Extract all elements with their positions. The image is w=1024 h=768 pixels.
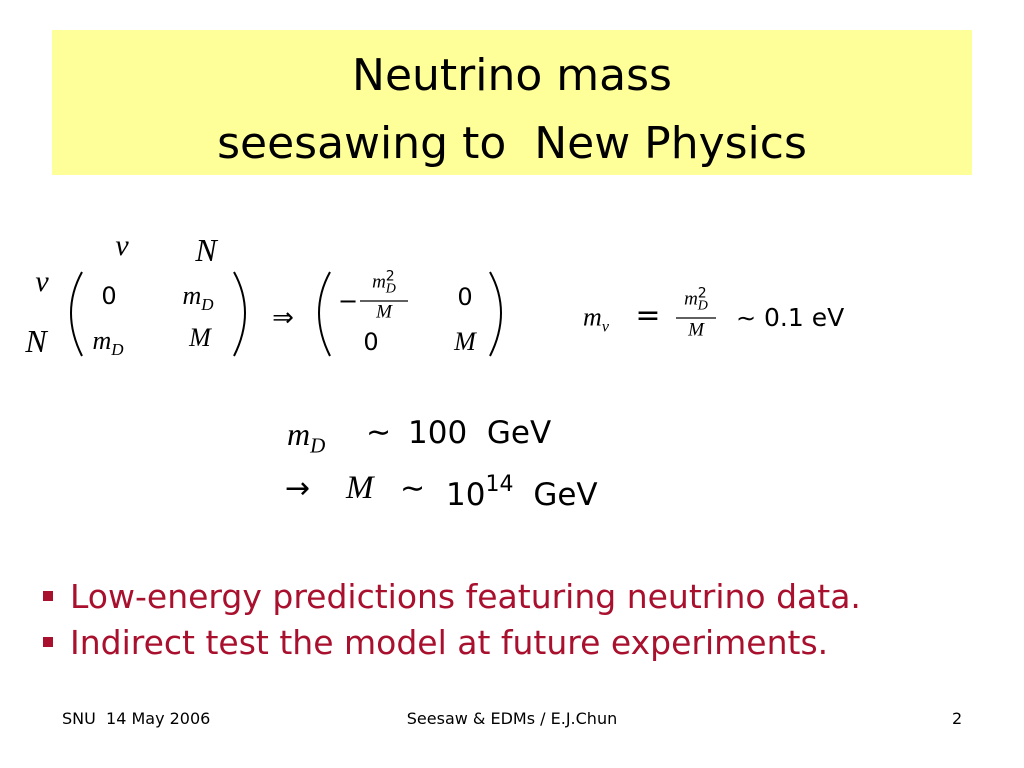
arrow: →: [285, 471, 311, 506]
math-part: GeV: [533, 477, 598, 513]
cell: M: [189, 323, 211, 352]
math-part: D: [310, 433, 326, 458]
math-part: m: [287, 416, 311, 452]
math-part: m: [92, 325, 112, 355]
footer-left: SNU 14 May 2006: [62, 709, 211, 728]
lhs: M: [346, 470, 374, 506]
bullet-text: Low-energy predictions featuring neutrin…: [70, 577, 861, 616]
title-line: Neutrino mass: [352, 50, 672, 101]
value: 100 GeV: [408, 415, 552, 451]
math-part: D: [385, 281, 396, 296]
math-part: D: [111, 340, 124, 360]
col-label: ν: [115, 229, 129, 262]
cell: mD: [182, 280, 214, 315]
title-line: seesawing to New Physics: [217, 118, 807, 169]
title-box: [52, 30, 972, 175]
bullet-marker: [43, 591, 53, 601]
bullet-text: Indirect test the model at future experi…: [70, 623, 829, 662]
value: 1014 GeV: [446, 474, 598, 511]
denominator: M: [688, 319, 704, 341]
row-label: ν: [35, 265, 49, 298]
approx: ∼: [735, 304, 757, 332]
math-part: m: [583, 302, 602, 332]
cell: mD: [92, 325, 124, 360]
col-label: N: [195, 232, 217, 268]
math-part: ν: [601, 318, 609, 336]
math-part: 2: [697, 285, 707, 302]
denominator: M: [376, 301, 392, 323]
value: 0.1 eV: [764, 303, 845, 332]
math-part: 14: [485, 472, 514, 497]
footer-center: Seesaw & EDMs / E.J.Chun: [406, 709, 618, 728]
cell: 0: [457, 283, 473, 311]
row-label: N: [25, 323, 47, 359]
math-part: D: [697, 298, 708, 313]
cell: 0: [363, 328, 379, 356]
lhs: mν: [583, 304, 609, 335]
approx: ∼: [400, 471, 426, 506]
lhs: mD: [287, 418, 325, 456]
math-part: 10: [446, 477, 486, 513]
math-part: 2: [385, 268, 395, 285]
cell: 0: [101, 282, 117, 310]
math-part: D: [201, 295, 214, 315]
approx: ∼: [366, 415, 392, 450]
footer-right: 2: [952, 709, 963, 728]
equals: =: [635, 298, 661, 333]
math-part: m: [684, 288, 698, 310]
arrow: ⇒: [272, 303, 294, 333]
math-part: m: [182, 280, 202, 310]
bullet-marker: [43, 637, 53, 647]
math-part: m: [372, 271, 386, 293]
cell: M: [454, 327, 476, 356]
sign: −: [337, 287, 359, 315]
